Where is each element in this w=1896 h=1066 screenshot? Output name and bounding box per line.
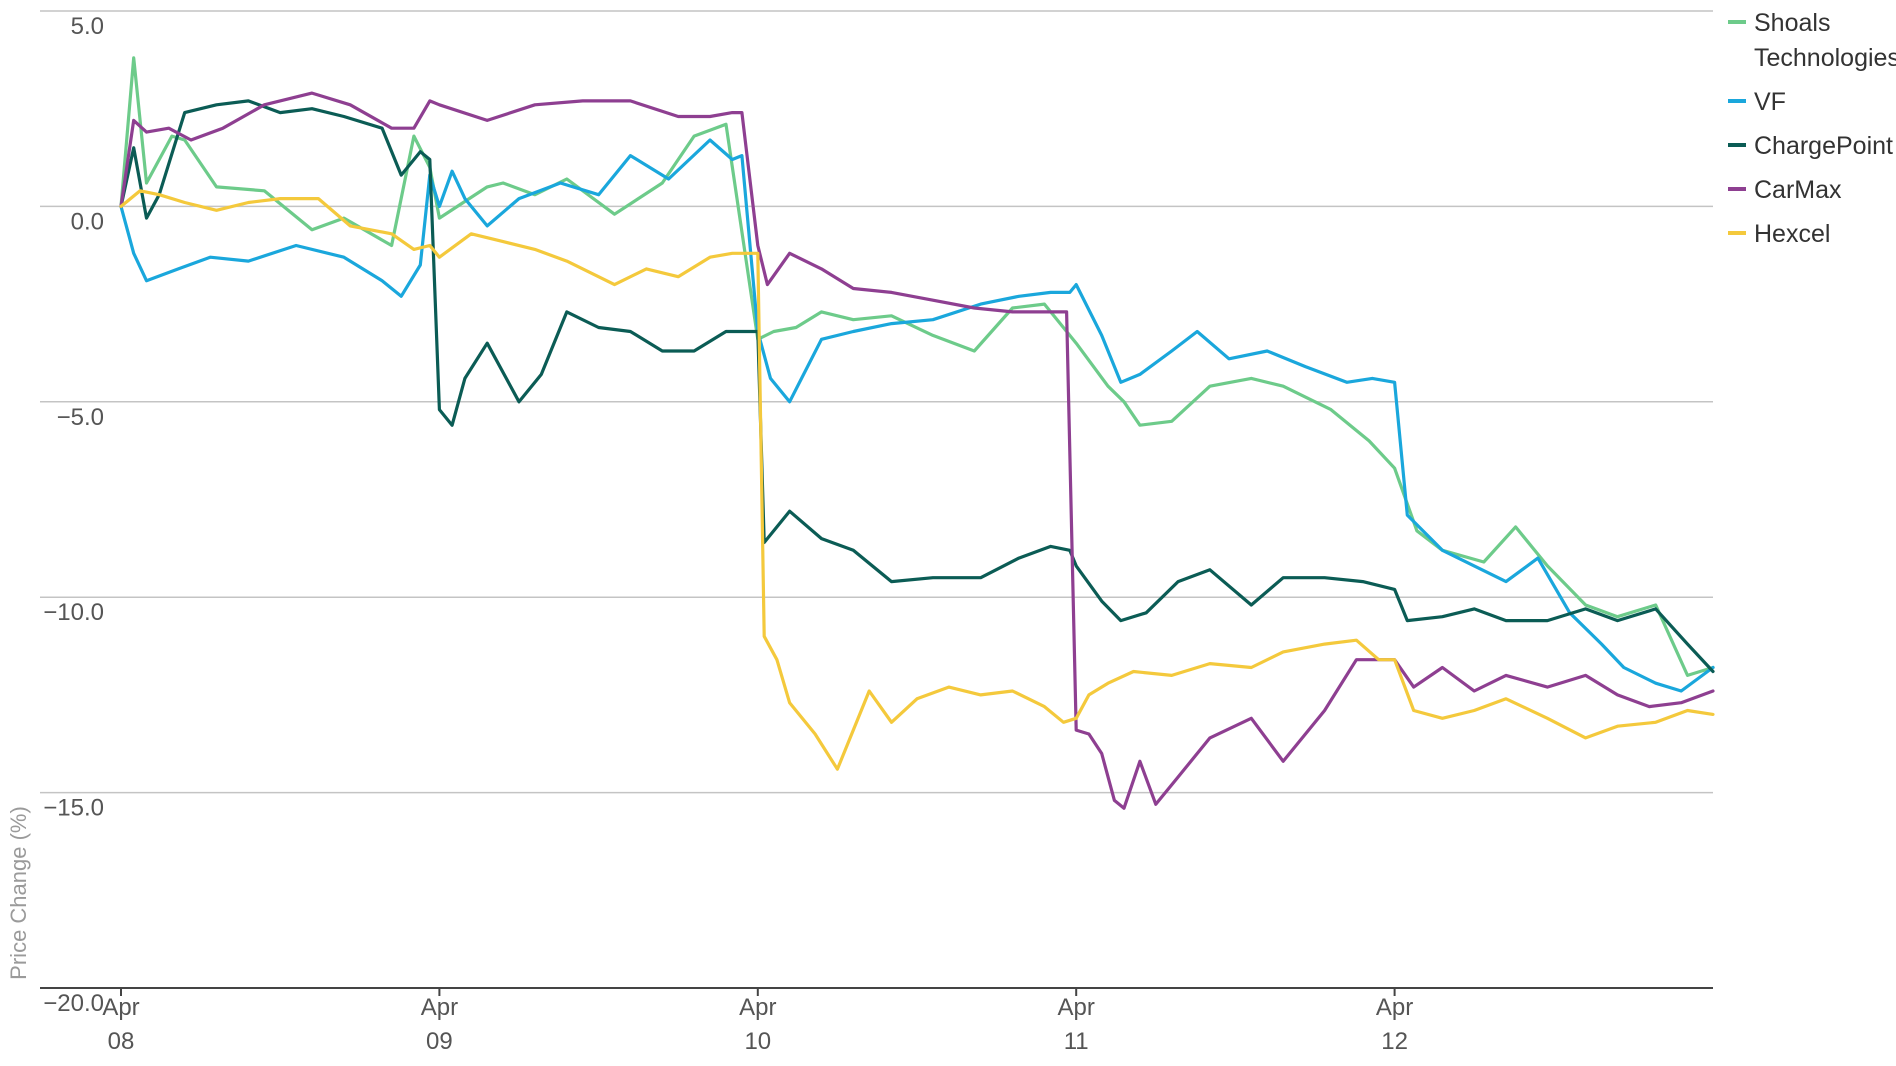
series-line-carmax bbox=[119, 91, 1715, 810]
x-tick-label: Apr bbox=[421, 994, 458, 1021]
series-line-hexcel bbox=[119, 189, 1715, 771]
legend-label-chargepoint: ChargePoint bbox=[1754, 132, 1893, 160]
series-line-vf bbox=[119, 138, 1715, 693]
y-tick-label: −5.0 bbox=[57, 404, 104, 431]
x-tick-label: Apr bbox=[102, 994, 139, 1021]
x-tick-label: 12 bbox=[1381, 1028, 1408, 1055]
legend-label-hexcel: Hexcel bbox=[1754, 220, 1830, 248]
series-lines bbox=[119, 56, 1715, 810]
series-line-shoals-technologies bbox=[119, 56, 1715, 678]
x-tick-label: 10 bbox=[744, 1028, 771, 1055]
x-tick-label: Apr bbox=[739, 994, 776, 1021]
x-tick-label: Apr bbox=[1376, 994, 1413, 1021]
legend: Shoals Technologies VF ChargePoint CarMax Hex… bbox=[1728, 9, 1896, 248]
legend-label-shoals-technologies: Technologies bbox=[1754, 44, 1896, 72]
x-tick-label: 08 bbox=[108, 1028, 135, 1055]
y-axis-title: Price Change (%) bbox=[6, 806, 31, 980]
y-axis: 5.0 0.0 −5.0 −10.0 −15.0 −20.0 bbox=[43, 13, 104, 1017]
series-line-chargepoint bbox=[119, 99, 1715, 674]
x-tick-label: 09 bbox=[426, 1028, 453, 1055]
x-tick-label: Apr bbox=[1058, 994, 1095, 1021]
y-tick-label: −20.0 bbox=[43, 990, 104, 1017]
gridlines bbox=[40, 10, 1713, 989]
y-tick-label: −10.0 bbox=[43, 599, 104, 626]
legend-label-shoals-technologies: Shoals bbox=[1754, 9, 1830, 37]
x-tick-label: 11 bbox=[1064, 1028, 1089, 1055]
legend-label-carmax: CarMax bbox=[1754, 176, 1842, 204]
x-axis: Apr 08 Apr 09 Apr 10 Apr 11 Apr 12 bbox=[102, 988, 1413, 1055]
y-tick-label: −15.0 bbox=[43, 795, 104, 822]
legend-label-vf: VF bbox=[1754, 88, 1786, 116]
y-tick-label: 5.0 bbox=[71, 13, 104, 40]
y-tick-label: 0.0 bbox=[71, 208, 104, 235]
